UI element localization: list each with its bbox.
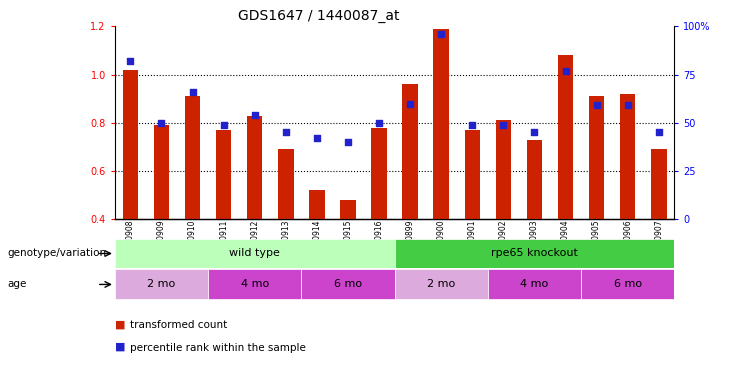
Text: GSM70906: GSM70906 xyxy=(623,220,632,261)
Bar xyxy=(216,130,231,219)
Point xyxy=(187,89,199,95)
Point xyxy=(622,102,634,108)
Point xyxy=(124,58,136,64)
Text: GSM70909: GSM70909 xyxy=(157,220,166,261)
Text: GSM70911: GSM70911 xyxy=(219,220,228,261)
Text: GSM70908: GSM70908 xyxy=(126,220,135,261)
Text: GSM70905: GSM70905 xyxy=(592,220,601,261)
Bar xyxy=(465,130,480,219)
Bar xyxy=(581,270,674,299)
Text: ■: ■ xyxy=(115,342,125,352)
Bar xyxy=(115,270,208,299)
Bar xyxy=(589,96,605,219)
Point xyxy=(342,139,354,145)
Bar xyxy=(340,200,356,219)
Bar xyxy=(402,84,418,219)
Point xyxy=(280,129,292,135)
Text: GSM70900: GSM70900 xyxy=(436,220,445,261)
Text: percentile rank within the sample: percentile rank within the sample xyxy=(130,343,305,352)
Text: rpe65 knockout: rpe65 knockout xyxy=(491,249,578,258)
Bar xyxy=(309,190,325,219)
Bar xyxy=(527,140,542,219)
Text: GSM70916: GSM70916 xyxy=(374,220,384,261)
Point xyxy=(218,122,230,128)
Text: GSM70914: GSM70914 xyxy=(313,220,322,261)
Text: ■: ■ xyxy=(115,320,125,329)
Text: transformed count: transformed count xyxy=(130,320,227,330)
Text: GSM70904: GSM70904 xyxy=(561,220,570,261)
Bar xyxy=(115,240,395,267)
Text: 2 mo: 2 mo xyxy=(427,279,455,290)
Text: GSM70899: GSM70899 xyxy=(405,220,415,261)
Text: age: age xyxy=(7,279,27,289)
Text: 6 mo: 6 mo xyxy=(614,279,642,290)
Bar xyxy=(371,128,387,219)
Text: GSM70903: GSM70903 xyxy=(530,220,539,261)
Point xyxy=(156,120,167,126)
Point xyxy=(311,135,323,141)
Text: GSM70910: GSM70910 xyxy=(188,220,197,261)
Point xyxy=(435,31,447,37)
Text: genotype/variation: genotype/variation xyxy=(7,249,107,258)
Bar xyxy=(302,270,395,299)
Text: GSM70912: GSM70912 xyxy=(250,220,259,261)
Bar xyxy=(278,149,293,219)
Bar xyxy=(488,270,581,299)
Point xyxy=(404,100,416,106)
Text: 4 mo: 4 mo xyxy=(520,279,548,290)
Bar xyxy=(185,96,200,219)
Bar xyxy=(651,149,667,219)
Bar xyxy=(247,116,262,219)
Text: GSM70907: GSM70907 xyxy=(654,220,663,261)
Point xyxy=(653,129,665,135)
Bar xyxy=(433,28,449,219)
Point xyxy=(373,120,385,126)
Point xyxy=(249,112,261,118)
Text: GSM70915: GSM70915 xyxy=(344,220,353,261)
Point xyxy=(591,102,602,108)
Bar xyxy=(395,240,674,267)
Point xyxy=(528,129,540,135)
Bar xyxy=(620,94,636,219)
Text: GDS1647 / 1440087_at: GDS1647 / 1440087_at xyxy=(238,9,399,23)
Bar xyxy=(122,70,138,219)
Text: GSM70902: GSM70902 xyxy=(499,220,508,261)
Point xyxy=(466,122,478,128)
Bar xyxy=(558,55,574,219)
Text: 6 mo: 6 mo xyxy=(334,279,362,290)
Text: 4 mo: 4 mo xyxy=(241,279,269,290)
Bar xyxy=(496,120,511,219)
Bar xyxy=(395,270,488,299)
Text: GSM70913: GSM70913 xyxy=(282,220,290,261)
Bar xyxy=(208,270,302,299)
Point xyxy=(497,122,509,128)
Bar xyxy=(153,125,169,219)
Point xyxy=(559,68,571,74)
Text: wild type: wild type xyxy=(229,249,280,258)
Text: GSM70901: GSM70901 xyxy=(468,220,476,261)
Text: 2 mo: 2 mo xyxy=(147,279,176,290)
